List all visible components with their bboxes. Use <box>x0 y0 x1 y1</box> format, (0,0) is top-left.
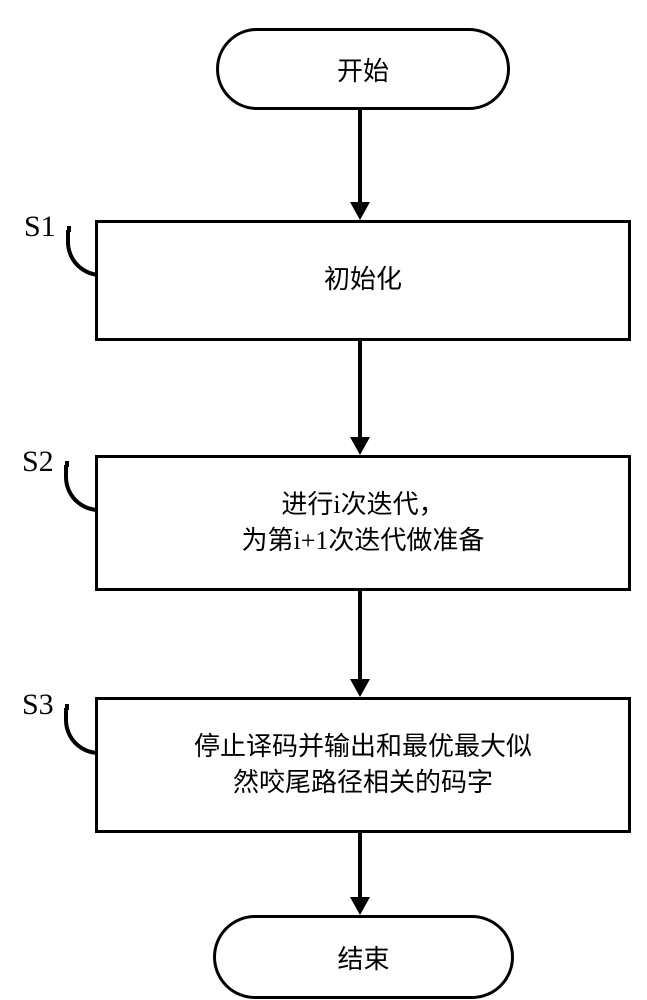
arrow-head-2 <box>350 437 370 455</box>
start-label: 开始 <box>337 51 389 88</box>
step-label-s3: S3 <box>22 688 54 722</box>
arrow-1 <box>358 107 362 204</box>
arrow-head-4 <box>350 897 370 915</box>
step-label-s2: S2 <box>22 445 54 479</box>
end-terminal: 结束 <box>213 915 514 999</box>
arrow-head-3 <box>350 679 370 697</box>
arrow-head-1 <box>350 202 370 220</box>
flowchart-container: 开始 S1 初始化 S2 进行i次迭代， 为第i+1次迭代做准备 S3 停止译码… <box>0 0 647 1000</box>
arrow-2 <box>358 338 362 440</box>
process-s3: 停止译码并输出和最优最大似 然咬尾路径相关的码字 <box>95 697 631 833</box>
process-s1: 初始化 <box>95 220 631 341</box>
process-s1-label: 初始化 <box>324 262 402 298</box>
end-label: 结束 <box>337 939 389 976</box>
process-s3-label: 停止译码并输出和最优最大似 然咬尾路径相关的码字 <box>194 729 532 802</box>
process-s2-label: 进行i次迭代， 为第i+1次迭代做准备 <box>242 487 485 560</box>
step-label-s1: S1 <box>24 210 56 244</box>
process-s2: 进行i次迭代， 为第i+1次迭代做准备 <box>95 455 631 591</box>
start-terminal: 开始 <box>216 28 510 110</box>
arrow-4 <box>358 830 362 900</box>
arrow-3 <box>358 588 362 682</box>
